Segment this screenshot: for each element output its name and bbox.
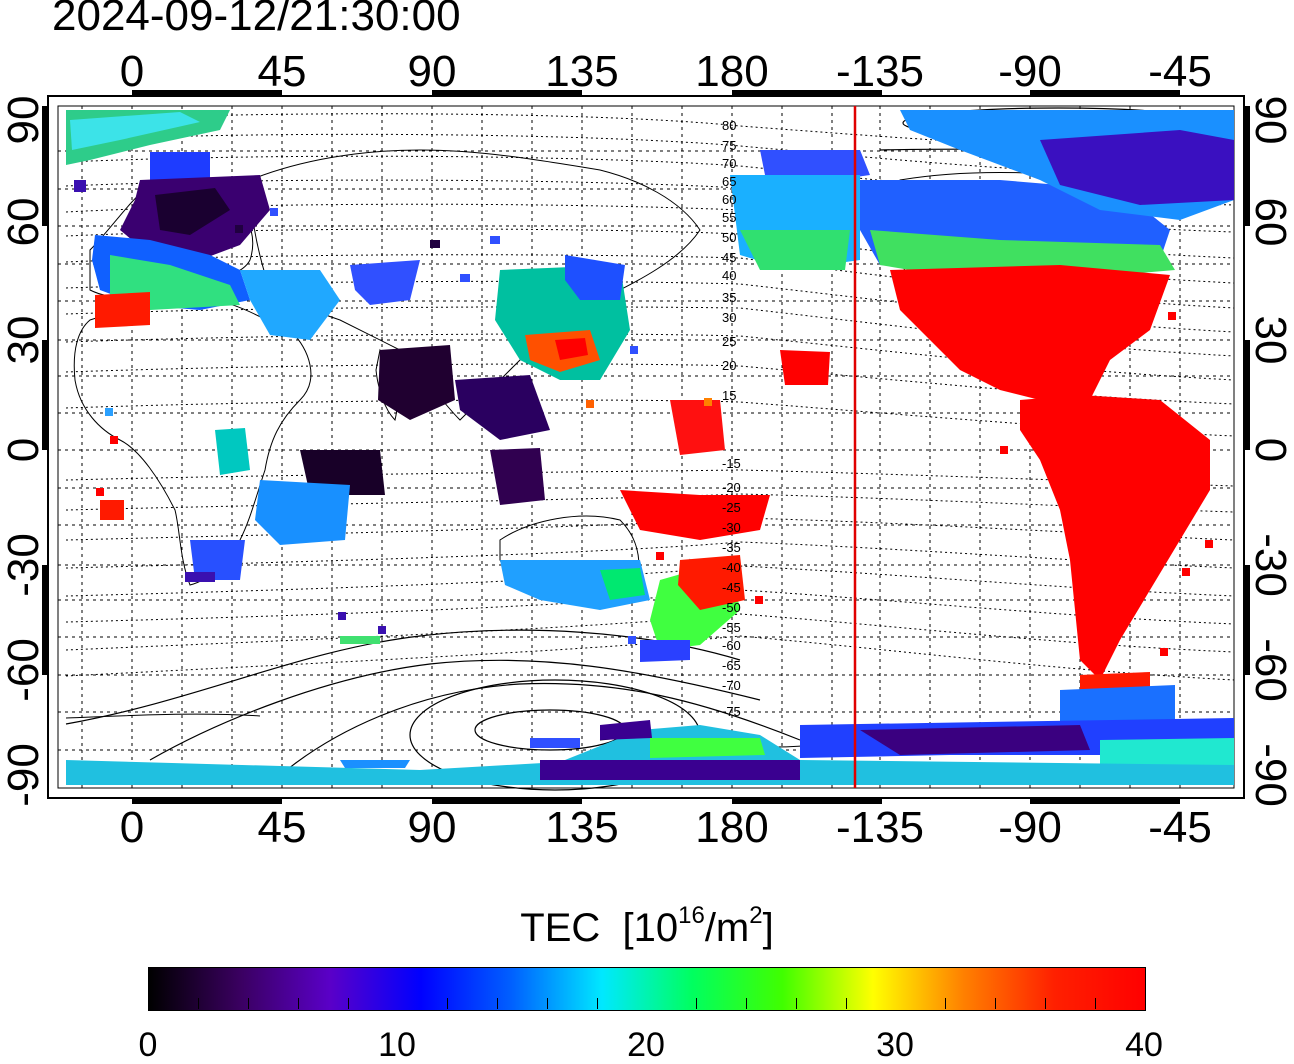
- x-tick-top-m45: -45: [1148, 47, 1212, 96]
- colorbar-minor-tick: [597, 998, 598, 1009]
- colorbar-unit-mid: /m: [704, 906, 750, 950]
- colorbar-minor-tick: [796, 998, 797, 1009]
- colorbar-minor-tick: [198, 998, 199, 1009]
- contour-label: 80: [722, 118, 736, 133]
- colorbar-minor-tick: [696, 998, 697, 1009]
- x-tick-top-45: 45: [257, 47, 307, 96]
- contour-labels: 80 75 70 65 60 55 50 45 40 35 30 25 20 1…: [722, 118, 741, 719]
- x-tick-bottom-135: 135: [545, 803, 619, 852]
- colorbar-minor-tick: [248, 998, 249, 1009]
- contour-label: 50: [722, 230, 736, 245]
- colorbar: [148, 967, 1146, 1011]
- x-tick-top-m135: -135: [835, 47, 925, 96]
- contour-label: -20: [722, 480, 741, 495]
- colorbar-minor-tick: [1045, 998, 1046, 1009]
- x-tick-bottom-180: 180: [695, 803, 769, 852]
- contour-label: -30: [722, 520, 741, 535]
- colorbar-minor-tick: [746, 998, 747, 1009]
- colorbar-minor-tick: [945, 998, 946, 1009]
- colorbar-unit-exponent-2: 2: [749, 902, 763, 929]
- contour-label: -45: [722, 580, 741, 595]
- x-tick-bottom-m90: -90: [998, 803, 1062, 852]
- colorbar-tick-20: 20: [627, 1026, 665, 1064]
- colorbar-minor-tick: [348, 998, 349, 1009]
- contour-label: -15: [722, 456, 741, 471]
- colorbar-minor-tick: [547, 998, 548, 1009]
- contour-label: 65: [722, 174, 736, 189]
- colorbar-minor-tick: [1095, 998, 1096, 1009]
- colorbar-tick-30: 30: [876, 1026, 914, 1064]
- x-tick-bottom-90: 90: [407, 803, 457, 852]
- colorbar-minor-tick: [447, 998, 448, 1009]
- contour-label: -50: [722, 600, 741, 615]
- x-tick-bottom-0: 0: [119, 803, 145, 852]
- colorbar-tick-10: 10: [378, 1026, 416, 1064]
- x-tick-top-0: 0: [119, 47, 145, 96]
- colorbar-tick-40: 40: [1125, 1026, 1163, 1064]
- colorbar-minor-tick: [298, 998, 299, 1009]
- contour-label: 15: [722, 388, 736, 403]
- contour-label: 40: [722, 268, 736, 283]
- colorbar-unit-end: ]: [762, 906, 774, 950]
- contour-label: 55: [722, 210, 736, 225]
- colorbar-minor-tick: [846, 998, 847, 1009]
- contour-label: 60: [722, 192, 736, 207]
- colorbar-tick-0: 0: [138, 1026, 158, 1064]
- x-tick-top-90: 90: [407, 47, 457, 96]
- contour-label: 30: [722, 310, 736, 325]
- contour-label: 25: [722, 334, 736, 349]
- contour-label: -75: [722, 704, 741, 719]
- timestamp: 2024-09-12/21:30:00: [52, 0, 461, 40]
- contour-label: -70: [722, 678, 741, 693]
- contour-label: -55: [722, 620, 741, 635]
- x-tick-top-180: 180: [695, 47, 769, 96]
- contour-label: -25: [722, 500, 741, 515]
- x-tick-bottom-m45: -45: [1148, 803, 1212, 852]
- x-tick-top-m90: -90: [998, 47, 1062, 96]
- x-tick-top-135: 135: [545, 47, 619, 96]
- contour-label: -65: [722, 658, 741, 673]
- colorbar-minor-tick: [995, 998, 996, 1009]
- contour-label: 20: [722, 358, 736, 373]
- contour-label: -40: [722, 560, 741, 575]
- contour-label: 45: [722, 250, 736, 265]
- tec-data: [66, 110, 1234, 785]
- contour-label: 70: [722, 156, 736, 171]
- colorbar-unit-exponent: 16: [678, 902, 705, 929]
- x-tick-bottom-45: 45: [257, 803, 307, 852]
- contour-label: 35: [722, 290, 736, 305]
- x-tick-bottom-m135: -135: [835, 803, 925, 852]
- colorbar-minor-tick: [497, 998, 498, 1009]
- contour-label: 75: [722, 138, 736, 153]
- colorbar-title: TEC [1016/m2]: [0, 904, 1294, 950]
- colorbar-unit-base: [10: [622, 906, 679, 950]
- contour-label: -35: [722, 540, 741, 555]
- colorbar-title-label: TEC: [520, 906, 601, 950]
- contour-label: -60: [722, 638, 741, 653]
